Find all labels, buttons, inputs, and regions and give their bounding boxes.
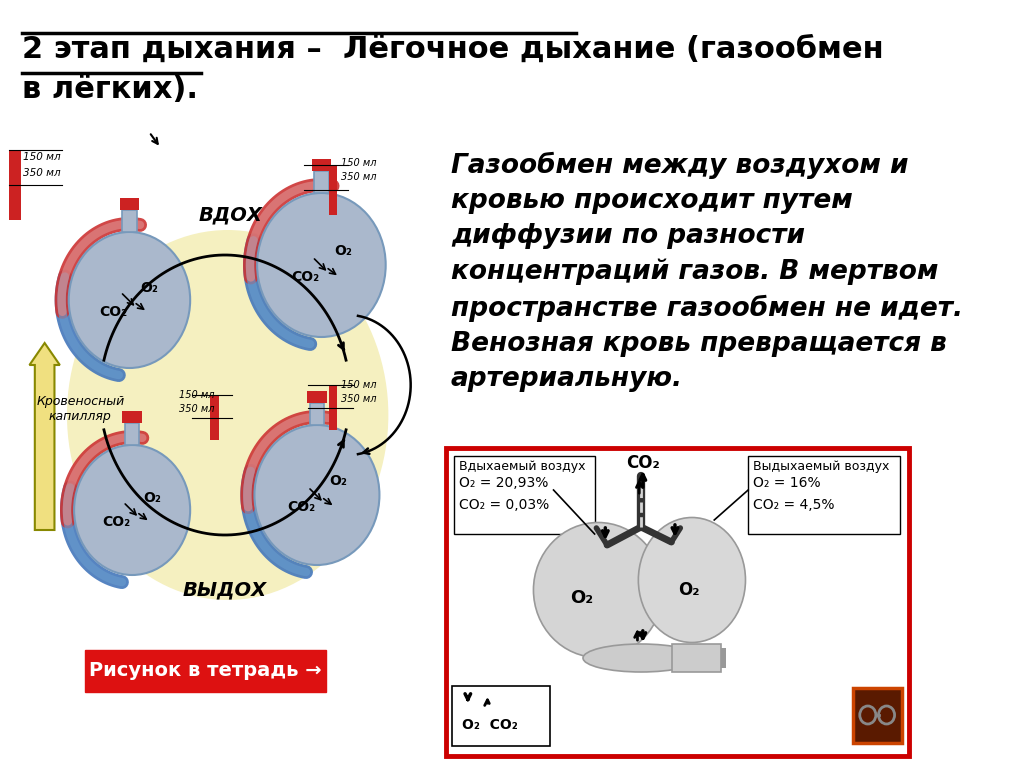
Text: O₂: O₂ bbox=[679, 581, 700, 599]
Bar bbox=[307, 391, 327, 403]
Bar bbox=[310, 403, 324, 425]
Bar bbox=[210, 395, 219, 440]
Text: CO₂: CO₂ bbox=[99, 305, 127, 319]
Text: 150 мл: 150 мл bbox=[178, 390, 214, 400]
Text: 150 мл: 150 мл bbox=[24, 152, 60, 162]
Text: O₂: O₂ bbox=[330, 474, 347, 488]
Bar bbox=[125, 423, 139, 445]
Bar bbox=[122, 210, 136, 232]
Bar bbox=[9, 150, 22, 220]
Text: CO₂: CO₂ bbox=[287, 500, 315, 514]
Bar bbox=[122, 411, 142, 423]
Text: Кровеносный
капилляр: Кровеносный капилляр bbox=[36, 395, 125, 423]
Text: Вдыхаемый воздух: Вдыхаемый воздух bbox=[459, 460, 586, 473]
Bar bbox=[721, 648, 726, 668]
Text: 350 мл: 350 мл bbox=[341, 394, 377, 404]
Text: 2 этап дыхания –  Лёгочное дыхание (газообмен: 2 этап дыхания – Лёгочное дыхание (газоо… bbox=[23, 35, 884, 64]
Text: CO₂: CO₂ bbox=[291, 270, 319, 284]
Ellipse shape bbox=[638, 518, 745, 643]
Text: Выдыхаемый воздух: Выдыхаемый воздух bbox=[753, 460, 889, 473]
Bar bbox=[446, 448, 909, 756]
FancyArrow shape bbox=[30, 343, 59, 530]
Text: 350 мл: 350 мл bbox=[178, 404, 214, 414]
Text: 350 мл: 350 мл bbox=[341, 172, 377, 182]
Ellipse shape bbox=[583, 644, 699, 672]
Bar bbox=[329, 385, 338, 430]
Text: Газообмен между воздухом и
кровью происходит путем
диффузии по разности
концентр: Газообмен между воздухом и кровью происх… bbox=[451, 152, 963, 392]
Text: O₂ = 20,93%: O₂ = 20,93% bbox=[459, 476, 548, 490]
Text: O₂ = 16%: O₂ = 16% bbox=[753, 476, 820, 490]
Bar bbox=[329, 165, 338, 215]
Bar bbox=[454, 456, 595, 534]
Text: CO₂ = 4,5%: CO₂ = 4,5% bbox=[753, 498, 835, 512]
Text: CO₂: CO₂ bbox=[626, 454, 659, 472]
Ellipse shape bbox=[67, 230, 388, 600]
Text: Рисунок в тетрадь →: Рисунок в тетрадь → bbox=[89, 661, 322, 680]
Text: O₂: O₂ bbox=[142, 491, 161, 505]
Ellipse shape bbox=[534, 522, 663, 657]
Text: CO₂: CO₂ bbox=[102, 515, 130, 529]
Circle shape bbox=[254, 425, 380, 565]
Bar bbox=[311, 159, 331, 171]
Circle shape bbox=[257, 193, 386, 337]
Text: ВЫДОХ: ВЫДОХ bbox=[183, 581, 267, 600]
Text: O₂  CO₂: O₂ CO₂ bbox=[463, 718, 518, 732]
Text: 150 мл: 150 мл bbox=[341, 158, 377, 168]
Bar bbox=[120, 198, 139, 210]
Bar bbox=[853, 688, 902, 743]
Text: O₂: O₂ bbox=[334, 244, 352, 258]
Text: O₂: O₂ bbox=[140, 281, 158, 295]
Circle shape bbox=[69, 232, 190, 368]
Bar bbox=[85, 650, 326, 692]
Bar bbox=[749, 456, 900, 534]
Bar bbox=[314, 171, 329, 193]
Bar bbox=[452, 686, 550, 746]
Text: 350 мл: 350 мл bbox=[24, 168, 60, 178]
Circle shape bbox=[74, 445, 190, 575]
Bar bbox=[673, 644, 721, 672]
Text: ВДОХ: ВДОХ bbox=[199, 206, 262, 225]
Text: в лёгких).: в лёгких). bbox=[23, 75, 199, 104]
Text: 150 мл: 150 мл bbox=[341, 380, 377, 390]
Text: CO₂ = 0,03%: CO₂ = 0,03% bbox=[459, 498, 549, 512]
Text: O₂: O₂ bbox=[570, 589, 594, 607]
